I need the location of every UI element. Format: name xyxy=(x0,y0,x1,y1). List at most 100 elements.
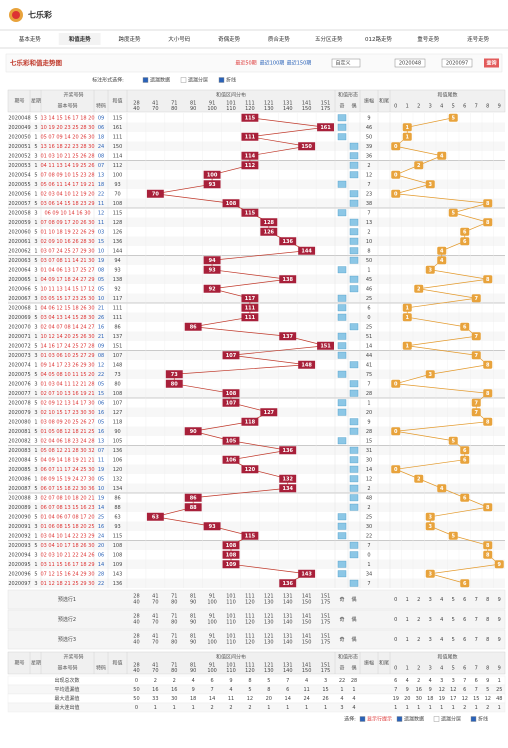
preselect-bin[interactable]: 110 xyxy=(226,620,236,626)
preselect-bin[interactable]: 40 xyxy=(133,600,139,606)
preselect-bin[interactable]: 141 xyxy=(302,634,312,640)
preselect-bin[interactable]: 130 xyxy=(264,600,274,606)
preselect-bin[interactable]: 150 xyxy=(302,620,312,626)
preselect-tail[interactable]: 2 xyxy=(417,637,420,643)
preselect-tail[interactable]: 4 xyxy=(440,637,443,643)
preselect-bin[interactable]: 150 xyxy=(302,640,312,646)
preselect-tail[interactable]: 1 xyxy=(406,617,409,623)
nav-tab[interactable]: 和值走势 xyxy=(69,35,92,43)
preselect-bin[interactable]: 111 xyxy=(245,594,255,600)
preselect-bin[interactable]: 90 xyxy=(190,640,196,646)
preselect-bin[interactable]: 70 xyxy=(152,640,158,646)
preselect-bin[interactable]: 120 xyxy=(245,620,255,626)
preselect-bin[interactable]: 121 xyxy=(264,634,274,640)
preselect-bin[interactable]: 111 xyxy=(245,634,255,640)
preselect-bin[interactable]: 70 xyxy=(152,600,158,606)
preselect-tail[interactable]: 1 xyxy=(406,637,409,643)
preselect-bin[interactable]: 91 xyxy=(209,594,215,600)
preselect-bin[interactable]: 71 xyxy=(171,594,177,600)
preselect-tail[interactable]: 9 xyxy=(498,637,501,643)
preselect-bin[interactable]: 110 xyxy=(226,600,236,606)
preselect-bin[interactable]: 80 xyxy=(171,640,177,646)
preselect-tail[interactable]: 8 xyxy=(486,637,489,643)
period-link[interactable]: 最近50期 xyxy=(235,60,256,67)
preselect-tail[interactable]: 5 xyxy=(452,597,455,603)
preselect-odd[interactable]: 奇 xyxy=(339,596,344,603)
period-link[interactable]: 最近100期 xyxy=(260,60,285,67)
preselect-bin[interactable]: 91 xyxy=(209,614,215,620)
preselect-bin[interactable]: 130 xyxy=(264,620,274,626)
from-input[interactable] xyxy=(394,58,426,68)
preselect-bin[interactable]: 40 xyxy=(133,620,139,626)
nav-tab[interactable]: 质合走势 xyxy=(268,35,291,43)
checkbox[interactable] xyxy=(180,77,187,83)
preselect-bin[interactable]: 71 xyxy=(171,614,177,620)
legend-checkbox[interactable] xyxy=(433,716,440,722)
preselect-bin[interactable]: 141 xyxy=(302,614,312,620)
preselect-tail[interactable]: 3 xyxy=(429,637,432,643)
preselect-bin[interactable]: 175 xyxy=(321,600,331,606)
preselect-tail[interactable]: 9 xyxy=(498,597,501,603)
preselect-bin[interactable]: 40 xyxy=(133,640,139,646)
preselect-bin[interactable]: 100 xyxy=(207,620,217,626)
preselect-bin[interactable]: 150 xyxy=(302,600,312,606)
preselect-tail[interactable]: 3 xyxy=(429,597,432,603)
preselect-tail[interactable]: 2 xyxy=(417,597,420,603)
preselect-bin[interactable]: 101 xyxy=(226,634,236,640)
preselect-bin[interactable]: 90 xyxy=(190,620,196,626)
select[interactable] xyxy=(331,58,361,68)
nav-tab[interactable]: 基本走势 xyxy=(19,35,42,43)
preselect-bin[interactable]: 81 xyxy=(190,594,196,600)
to-input[interactable] xyxy=(441,58,473,68)
preselect-tail[interactable]: 7 xyxy=(475,617,478,623)
checkbox[interactable] xyxy=(218,77,225,83)
preselect-even[interactable]: 偶 xyxy=(351,616,356,623)
preselect-bin[interactable]: 28 xyxy=(133,614,139,620)
nav-tab[interactable]: 012路走势 xyxy=(365,35,392,43)
preselect-bin[interactable]: 100 xyxy=(207,600,217,606)
nav-tab[interactable]: 连号走势 xyxy=(467,35,490,43)
preselect-bin[interactable]: 41 xyxy=(152,634,158,640)
query-button[interactable] xyxy=(484,58,499,68)
preselect-bin[interactable]: 131 xyxy=(283,594,293,600)
preselect-tail[interactable]: 5 xyxy=(452,637,455,643)
preselect-bin[interactable]: 28 xyxy=(133,594,139,600)
preselect-bin[interactable]: 131 xyxy=(283,634,293,640)
preselect-bin[interactable]: 41 xyxy=(152,614,158,620)
preselect-tail[interactable]: 3 xyxy=(429,617,432,623)
preselect-bin[interactable]: 100 xyxy=(207,640,217,646)
preselect-tail[interactable]: 4 xyxy=(440,617,443,623)
preselect-tail[interactable]: 0 xyxy=(394,617,397,623)
preselect-bin[interactable]: 41 xyxy=(152,594,158,600)
preselect-bin[interactable]: 140 xyxy=(283,620,293,626)
preselect-tail[interactable]: 8 xyxy=(486,617,489,623)
preselect-bin[interactable]: 140 xyxy=(283,640,293,646)
preselect-odd[interactable]: 奇 xyxy=(339,636,344,643)
nav-tab[interactable]: 五分区走势 xyxy=(315,35,343,43)
preselect-bin[interactable]: 175 xyxy=(321,620,331,626)
preselect-tail[interactable]: 5 xyxy=(452,617,455,623)
preselect-bin[interactable]: 81 xyxy=(190,634,196,640)
preselect-bin[interactable]: 110 xyxy=(226,640,236,646)
preselect-bin[interactable]: 121 xyxy=(264,614,274,620)
preselect-bin[interactable]: 120 xyxy=(245,600,255,606)
nav-tab[interactable]: 大小号码 xyxy=(168,35,191,43)
preselect-bin[interactable]: 101 xyxy=(226,614,236,620)
preselect-bin[interactable]: 81 xyxy=(190,614,196,620)
legend-checkbox[interactable] xyxy=(396,716,403,722)
preselect-tail[interactable]: 6 xyxy=(463,637,466,643)
preselect-bin[interactable]: 90 xyxy=(190,600,196,606)
preselect-bin[interactable]: 151 xyxy=(321,614,331,620)
preselect-tail[interactable]: 2 xyxy=(417,617,420,623)
preselect-bin[interactable]: 141 xyxy=(302,594,312,600)
preselect-bin[interactable]: 175 xyxy=(321,640,331,646)
preselect-tail[interactable]: 6 xyxy=(463,617,466,623)
nav-tab[interactable]: 重号走势 xyxy=(417,35,440,43)
preselect-bin[interactable]: 131 xyxy=(283,614,293,620)
legend-checkbox[interactable] xyxy=(359,716,366,722)
preselect-bin[interactable]: 101 xyxy=(226,594,236,600)
preselect-bin[interactable]: 120 xyxy=(245,640,255,646)
preselect-tail[interactable]: 9 xyxy=(498,617,501,623)
preselect-tail[interactable]: 1 xyxy=(406,597,409,603)
nav-tab[interactable]: 奇偶走势 xyxy=(218,35,241,43)
